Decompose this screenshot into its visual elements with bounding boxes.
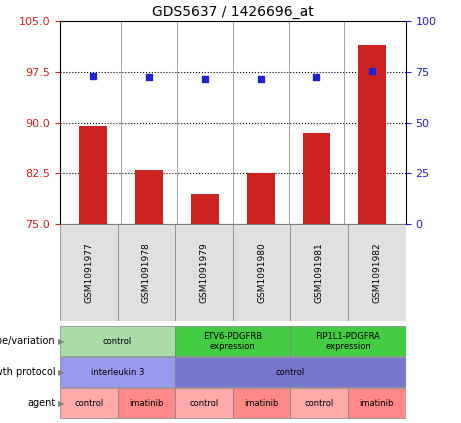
Text: GSM1091982: GSM1091982 [372, 242, 381, 303]
Point [90, 73, 97, 80]
FancyBboxPatch shape [175, 357, 406, 387]
Text: GSM1091979: GSM1091979 [200, 242, 208, 303]
Text: imatinib: imatinib [244, 399, 279, 408]
Text: FIP1L1-PDGFRA
expression: FIP1L1-PDGFRA expression [316, 332, 380, 351]
Bar [302, 133, 331, 224]
FancyBboxPatch shape [233, 224, 290, 321]
Text: control: control [74, 399, 103, 408]
Point [146, 74, 153, 80]
FancyBboxPatch shape [290, 388, 348, 418]
Text: growth protocol: growth protocol [0, 367, 55, 377]
Text: GSM1091980: GSM1091980 [257, 242, 266, 303]
Text: control: control [276, 368, 305, 377]
Text: GSM1091981: GSM1091981 [315, 242, 324, 303]
Point [201, 76, 209, 82]
Text: imatinib: imatinib [360, 399, 394, 408]
FancyBboxPatch shape [118, 388, 175, 418]
Point [368, 68, 376, 74]
Text: ▶: ▶ [58, 337, 64, 346]
FancyBboxPatch shape [175, 388, 233, 418]
Text: GSM1091977: GSM1091977 [84, 242, 93, 303]
Text: ETV6-PDGFRB
expression: ETV6-PDGFRB expression [203, 332, 262, 351]
FancyBboxPatch shape [290, 326, 406, 356]
Text: agent: agent [27, 398, 55, 408]
FancyBboxPatch shape [233, 388, 290, 418]
Text: ▶: ▶ [58, 399, 64, 408]
Text: ▶: ▶ [58, 368, 64, 377]
Bar [191, 194, 219, 224]
Text: control: control [189, 399, 219, 408]
Text: control: control [305, 399, 334, 408]
FancyBboxPatch shape [60, 224, 118, 321]
Text: GSM1091978: GSM1091978 [142, 242, 151, 303]
Bar [135, 170, 163, 224]
FancyBboxPatch shape [348, 224, 406, 321]
Bar [358, 45, 386, 224]
FancyBboxPatch shape [290, 224, 348, 321]
Point [257, 76, 264, 82]
Text: imatinib: imatinib [129, 399, 164, 408]
FancyBboxPatch shape [60, 326, 175, 356]
Point [313, 74, 320, 80]
FancyBboxPatch shape [60, 357, 175, 387]
Text: interleukin 3: interleukin 3 [91, 368, 144, 377]
FancyBboxPatch shape [118, 224, 175, 321]
Text: genotype/variation: genotype/variation [0, 336, 55, 346]
Title: GDS5637 / 1426696_at: GDS5637 / 1426696_at [152, 5, 313, 19]
Bar [79, 126, 107, 224]
FancyBboxPatch shape [348, 388, 406, 418]
Bar [247, 173, 275, 224]
FancyBboxPatch shape [60, 388, 118, 418]
FancyBboxPatch shape [175, 224, 233, 321]
FancyBboxPatch shape [175, 326, 290, 356]
Text: control: control [103, 337, 132, 346]
